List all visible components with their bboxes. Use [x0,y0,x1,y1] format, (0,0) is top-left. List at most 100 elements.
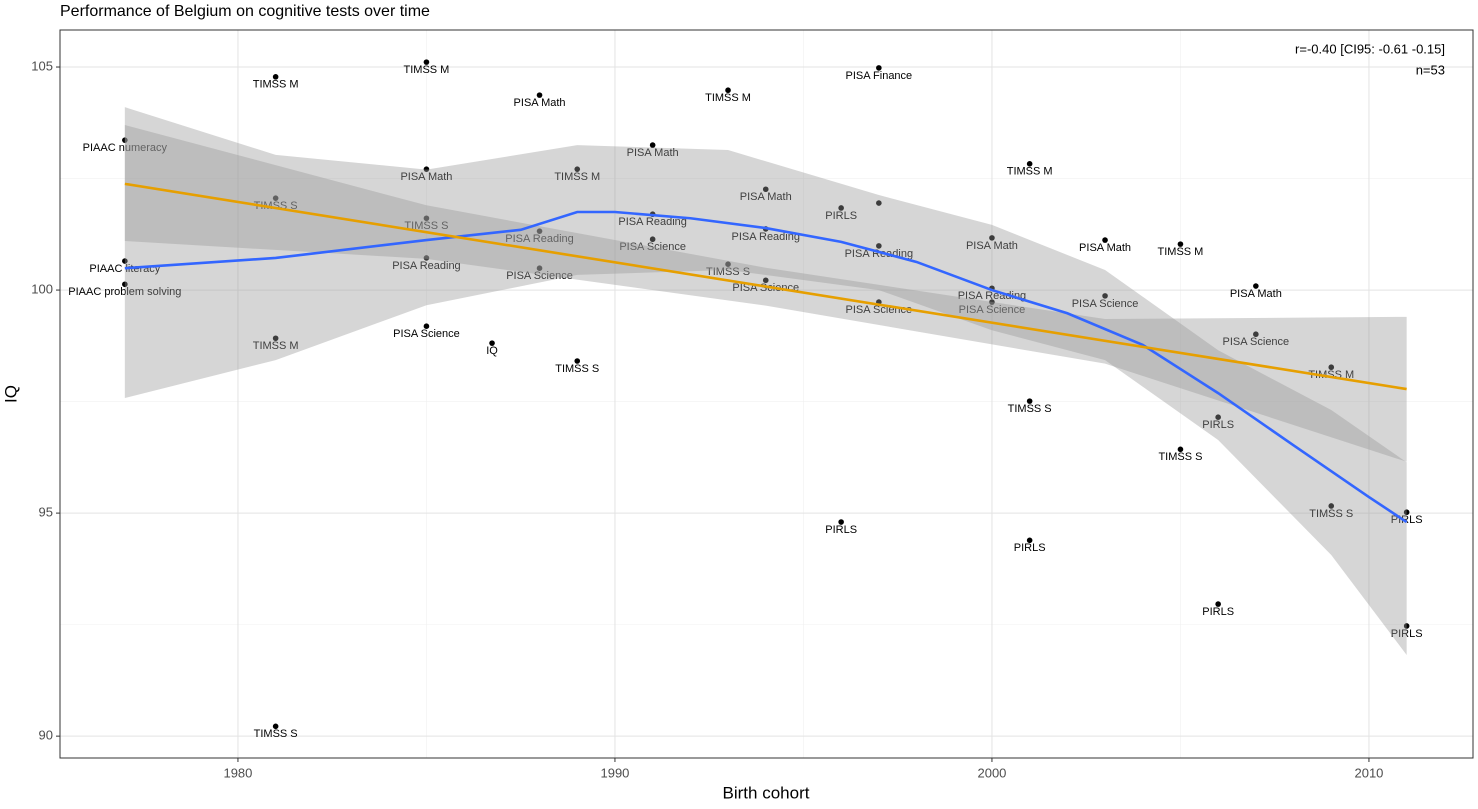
point-label: PISA Reading [958,290,1027,302]
point-label: PIAAC numeracy [83,142,168,154]
point-label: TIMSS S [1008,403,1052,415]
point-label: PISA Reading [618,216,687,228]
point [1102,237,1108,243]
point-label: PISA Science [1223,336,1290,348]
point-label: PISA Math [966,240,1018,252]
point-label: PISA Math [1230,288,1282,300]
point [1026,161,1033,167]
point [122,258,128,264]
annotation: r=-0.40 [CI95: -0.61 -0.15] [1295,41,1445,56]
confidence-band [124,107,1407,655]
point [1177,241,1184,247]
point [989,235,995,241]
point [574,166,581,172]
point-label: TIMSS S [1309,508,1353,520]
point [536,228,543,234]
point-label: TIMSS S [254,728,298,740]
x-tick-label: 1990 [600,765,629,780]
point-label: PISA Science [1072,298,1139,310]
point-label: TIMSS M [253,79,299,91]
point [423,166,430,172]
point-label: PISA Math [627,147,679,159]
point [574,358,581,364]
point [1253,331,1259,338]
point-label: PISA Finance [846,70,913,82]
point [1026,398,1033,404]
point-label: PISA Reading [505,233,574,245]
point-label: PISA Math [400,171,452,183]
point-label: PISA Reading [731,231,800,243]
point [272,195,279,201]
confidence-band [124,125,1407,462]
y-tick-label: 105 [31,58,53,73]
point [649,142,656,148]
point [489,340,495,346]
point [762,277,769,284]
point [876,243,882,249]
x-tick-label: 2010 [1354,765,1383,780]
point-label: IQ [486,345,498,357]
point [1215,601,1221,607]
point-label: TIMSS S [1158,451,1202,463]
point [536,92,543,98]
point [1177,446,1184,453]
point [1253,283,1259,289]
point-label: TIMSS S [706,266,750,278]
point-label: PISA Science [619,241,686,253]
point-label: PISA Reading [392,260,461,272]
point [1403,623,1410,629]
chart-title: Performance of Belgium on cognitive test… [60,3,430,20]
point [423,323,430,329]
point [762,186,769,193]
point [838,205,844,211]
annotation: n=53 [1416,62,1445,77]
point-label: PIRLS [825,524,857,536]
point [1026,537,1033,544]
point [1328,364,1335,371]
y-tick-label: 90 [39,728,53,743]
point [423,59,430,65]
point [272,74,279,80]
point [423,215,430,222]
point-label: PIRLS [1014,542,1046,554]
point-label: TIMSS M [705,92,751,104]
point-label: PISA Science [393,328,460,340]
point-label: PISA Math [1079,242,1131,254]
point [122,137,128,143]
point-label: TIMSS S [555,363,599,375]
point-label: TIMSS M [404,64,450,76]
point [272,723,279,730]
plot-border [59,29,1474,759]
point-label: TIMSS M [1158,246,1204,258]
point-label: PISA Math [740,191,792,203]
point-label: TIMSS M [554,171,600,183]
point [1215,414,1221,420]
point [876,65,882,71]
point [536,265,543,272]
point-label: PISA Science [506,270,573,282]
point-label: PISA Science [732,282,799,294]
point [876,200,882,206]
point-label: TIMSS M [253,340,299,352]
point-label: PIRLS [825,210,857,222]
y-axis-label: IQ [1,385,20,403]
point [272,335,279,342]
x-tick-label: 2000 [977,765,1006,780]
point [725,87,731,94]
trend-line [124,182,1407,391]
point-label: PIAAC problem solving [68,286,181,298]
point [649,236,656,243]
point [122,281,128,288]
point [838,519,844,525]
point-label: PIRLS [1202,606,1234,618]
point [989,299,995,305]
point-label: PISA Science [959,304,1026,316]
point-label: TIMSS M [1007,166,1053,178]
point-label: PIRLS [1391,628,1423,640]
trend-line [124,210,1408,524]
point-label: PIRLS [1202,419,1234,431]
point [1102,293,1108,299]
point [1328,503,1335,509]
point [1403,509,1410,516]
